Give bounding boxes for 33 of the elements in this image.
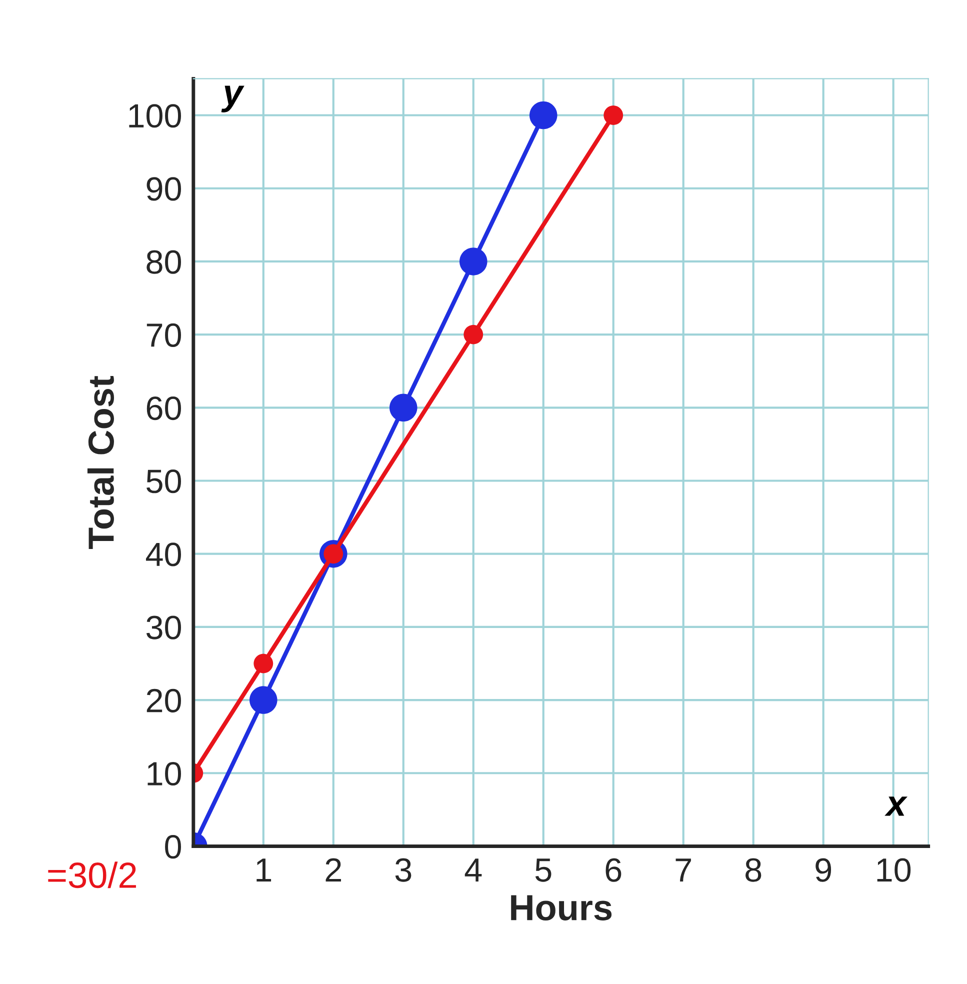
point [254, 654, 274, 674]
annotation: x [884, 796, 908, 816]
y-tick-label: 30 [146, 616, 181, 640]
point [459, 248, 488, 276]
x-tick-label: 2 [326, 858, 341, 882]
y-tick-label: 20 [146, 688, 181, 712]
point [389, 394, 418, 422]
y-tick-label: 80 [146, 250, 181, 274]
annotation: y [221, 86, 244, 112]
y-axis-title: Total Cost [87, 376, 114, 550]
x-tick-label: 8 [746, 858, 762, 882]
y-tick-label: 0 [165, 835, 181, 859]
point [250, 686, 278, 714]
x-tick-label: 4 [464, 858, 482, 882]
y-tick-label: 40 [146, 542, 181, 566]
point [529, 101, 558, 130]
x-tick-label: 6 [606, 858, 622, 882]
x-tick-label: 1 [256, 858, 272, 882]
y-tick-label: 90 [146, 177, 181, 201]
y-tick-label: 70 [146, 323, 181, 347]
text: =30/2 [48, 862, 136, 888]
x-tick-label: 10 [877, 858, 911, 882]
x-axis-title: Hours [511, 895, 612, 921]
point [604, 106, 624, 125]
y-tick-label: 100 [129, 104, 181, 128]
y-tick-label: 60 [146, 396, 181, 420]
x-tick-label: 5 [535, 858, 552, 882]
y-tick-label: 10 [148, 762, 181, 786]
point [464, 324, 484, 344]
x-tick-label: 9 [816, 858, 832, 882]
y-tick-label: 50 [146, 470, 181, 494]
x-tick-label: 7 [676, 858, 691, 882]
x-tick-label: 3 [395, 858, 412, 882]
